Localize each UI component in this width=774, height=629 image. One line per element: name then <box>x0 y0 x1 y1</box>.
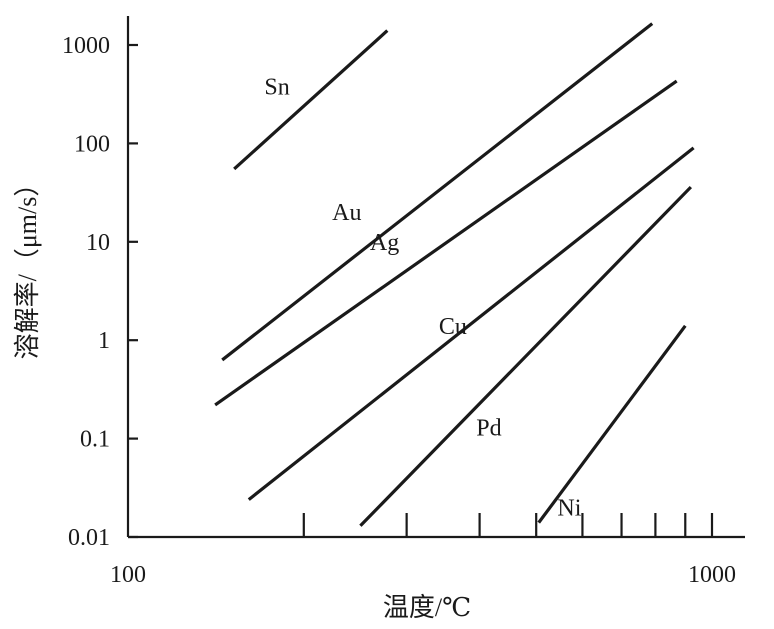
series-labels: Sn Au Ag Cu Pd Ni <box>264 74 581 521</box>
series-line-cu <box>247 146 695 501</box>
y-tick-label: 1 <box>98 328 110 354</box>
series-label-sn: Sn <box>264 74 289 100</box>
y-axis-title: 溶解率/（μm/s） <box>13 171 42 360</box>
series-label-au: Au <box>332 200 361 226</box>
series-line-sn <box>233 29 389 171</box>
x-tick-label: 1000 <box>688 562 736 588</box>
series-label-cu: Cu <box>439 314 467 340</box>
y-tick-label: 100 <box>74 131 110 157</box>
axes: 0.01 0.1 1 10 100 1000 100 1000 <box>62 16 745 588</box>
y-tick-label: 0.1 <box>80 427 110 453</box>
y-tick-label: 1000 <box>62 33 110 59</box>
series-line-au <box>221 22 654 362</box>
x-axis-title: 温度/℃ <box>383 593 471 622</box>
series-label-pd: Pd <box>476 415 501 441</box>
series-label-ni: Ni <box>557 495 581 521</box>
y-tick-label: 10 <box>86 230 110 256</box>
y-tick-label: 0.01 <box>68 525 110 551</box>
series-line-pd <box>359 185 692 527</box>
series-lines <box>214 22 695 527</box>
series-line-ni <box>537 324 687 524</box>
series-label-ag: Ag <box>370 230 399 256</box>
x-tick-label: 100 <box>110 562 146 588</box>
series-line-ag <box>214 79 678 407</box>
